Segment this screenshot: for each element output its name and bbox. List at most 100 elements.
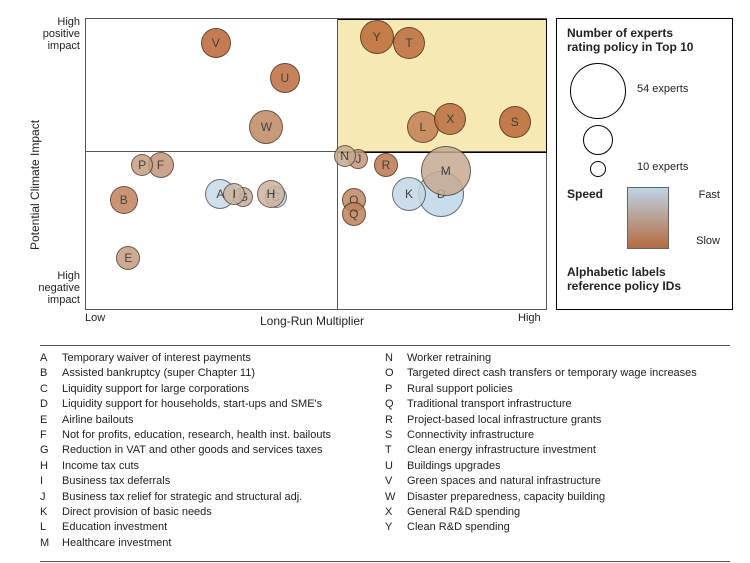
bubble-label-X: X	[446, 113, 454, 125]
key-letter-M: M	[40, 536, 62, 551]
bubble-label-V: V	[212, 37, 220, 49]
key-desc-W: Disaster preparedness, capacity building	[407, 490, 730, 505]
bubble-label-Q: Q	[349, 208, 358, 220]
key-row-H: HIncome tax cuts	[40, 459, 385, 474]
key-desc-A: Temporary waiver of interest payments	[62, 351, 385, 366]
key-letter-X: X	[385, 505, 407, 520]
key-letter-C: C	[40, 382, 62, 397]
key-letter-L: L	[40, 520, 62, 535]
legend-size-circle-2	[590, 161, 606, 177]
bubble-label-U: U	[280, 72, 289, 84]
key-letter-N: N	[385, 351, 407, 366]
bubble-label-F: F	[157, 159, 164, 171]
y-high-line2: positive	[43, 28, 80, 40]
y-low-line1: High	[57, 270, 80, 282]
bubble-Q: Q	[342, 202, 366, 226]
speed-gradient	[627, 187, 669, 249]
key-col-right: NWorker retrainingOTargeted direct cash …	[385, 351, 730, 551]
y-low-label: High negative impact	[38, 270, 80, 306]
bubble-label-M: M	[441, 165, 451, 177]
y-low-line3: impact	[48, 294, 80, 306]
key-desc-I: Business tax deferrals	[62, 474, 385, 489]
legend-size-circle-1	[583, 125, 613, 155]
key-desc-Q: Traditional transport infrastructure	[407, 397, 730, 412]
bubble-label-T: T	[405, 37, 412, 49]
bubble-M: M	[421, 146, 471, 196]
y-high-line3: impact	[48, 40, 80, 52]
key-letter-E: E	[40, 413, 62, 428]
key-letter-Q: Q	[385, 397, 407, 412]
bubble-label-W: W	[261, 121, 272, 133]
key-desc-J: Business tax relief for strategic and st…	[62, 490, 385, 505]
key-columns: ATemporary waiver of interest paymentsBA…	[40, 345, 730, 551]
bubble-Y: Y	[360, 20, 394, 54]
legend-size-label-2: 10 experts	[637, 161, 688, 173]
bubble-U: U	[270, 63, 300, 93]
key-desc-K: Direct provision of basic needs	[62, 505, 385, 520]
key-letter-J: J	[40, 490, 62, 505]
bubble-label-J: J	[355, 153, 361, 165]
key-desc-H: Income tax cuts	[62, 459, 385, 474]
legend-size-circles: 54 experts10 experts	[567, 63, 722, 181]
key-desc-E: Airline bailouts	[62, 413, 385, 428]
key-row-A: ATemporary waiver of interest payments	[40, 351, 385, 366]
bubble-H: H	[257, 180, 285, 208]
key-row-S: SConnectivity infrastructure	[385, 428, 730, 443]
bubble-W: W	[249, 110, 283, 144]
bubble-label-E: E	[124, 252, 132, 264]
key-letter-T: T	[385, 443, 407, 458]
key-desc-U: Buildings upgrades	[407, 459, 730, 474]
key-row-J: JBusiness tax relief for strategic and s…	[40, 490, 385, 505]
key-row-P: PRural support policies	[385, 382, 730, 397]
key-row-E: EAirline bailouts	[40, 413, 385, 428]
key-col-left: ATemporary waiver of interest paymentsBA…	[40, 351, 385, 551]
key-letter-G: G	[40, 443, 62, 458]
key-desc-L: Education investment	[62, 520, 385, 535]
key-desc-C: Liquidity support for large corporations	[62, 382, 385, 397]
key-letter-H: H	[40, 459, 62, 474]
legend-size-circle-0	[570, 63, 626, 119]
key-desc-M: Healthcare investment	[62, 536, 385, 551]
legend-title: Number of experts rating policy in Top 1…	[567, 27, 693, 55]
key-row-T: TClean energy infrastructure investment	[385, 443, 730, 458]
key-row-L: LEducation investment	[40, 520, 385, 535]
key-letter-R: R	[385, 413, 407, 428]
bubble-label-R: R	[382, 159, 391, 171]
bubble-T: T	[393, 27, 425, 59]
y-high-label: High positive impact	[38, 16, 80, 52]
bubble-label-P: P	[138, 159, 146, 171]
key-row-D: DLiquidity support for households, start…	[40, 397, 385, 412]
key-letter-F: F	[40, 428, 62, 443]
bubble-label-H: H	[267, 188, 276, 200]
key-row-C: CLiquidity support for large corporation…	[40, 382, 385, 397]
key-row-R: RProject-based local infrastructure gran…	[385, 413, 730, 428]
bubble-label-I: I	[233, 188, 236, 200]
legend-box: Number of experts rating policy in Top 1…	[556, 18, 733, 310]
bubble-chart: ABCDEFGHIJKLMNOPQRSTUVWXY	[85, 18, 547, 310]
legend-note-line2: reference policy IDs	[567, 279, 681, 293]
key-row-F: FNot for profits, education, research, h…	[40, 428, 385, 443]
key-letter-D: D	[40, 397, 62, 412]
key-row-K: KDirect provision of basic needs	[40, 505, 385, 520]
key-row-Y: YClean R&D spending	[385, 520, 730, 535]
bubble-label-N: N	[340, 150, 349, 162]
key-row-M: MHealthcare investment	[40, 536, 385, 551]
key-desc-S: Connectivity infrastructure	[407, 428, 730, 443]
x-low-label: Low	[85, 312, 105, 324]
key-desc-F: Not for profits, education, research, he…	[62, 428, 385, 443]
key-letter-V: V	[385, 474, 407, 489]
key-letter-B: B	[40, 366, 62, 381]
key-row-N: NWorker retraining	[385, 351, 730, 366]
key-letter-I: I	[40, 474, 62, 489]
quadrant-hline	[86, 151, 546, 152]
speed-fast: Fast	[699, 189, 720, 201]
legend-note-line1: Alphabetic labels	[567, 265, 666, 279]
y-low-line2: negative	[38, 282, 80, 294]
bubble-label-Y: Y	[373, 31, 381, 43]
legend-note: Alphabetic labels reference policy IDs	[567, 265, 681, 294]
policy-key-table: ATemporary waiver of interest paymentsBA…	[40, 345, 730, 550]
key-desc-B: Assisted bankruptcy (super Chapter 11)	[62, 366, 385, 381]
key-desc-X: General R&D spending	[407, 505, 730, 520]
bubble-label-K: K	[405, 188, 413, 200]
key-desc-D: Liquidity support for households, start-…	[62, 397, 385, 412]
